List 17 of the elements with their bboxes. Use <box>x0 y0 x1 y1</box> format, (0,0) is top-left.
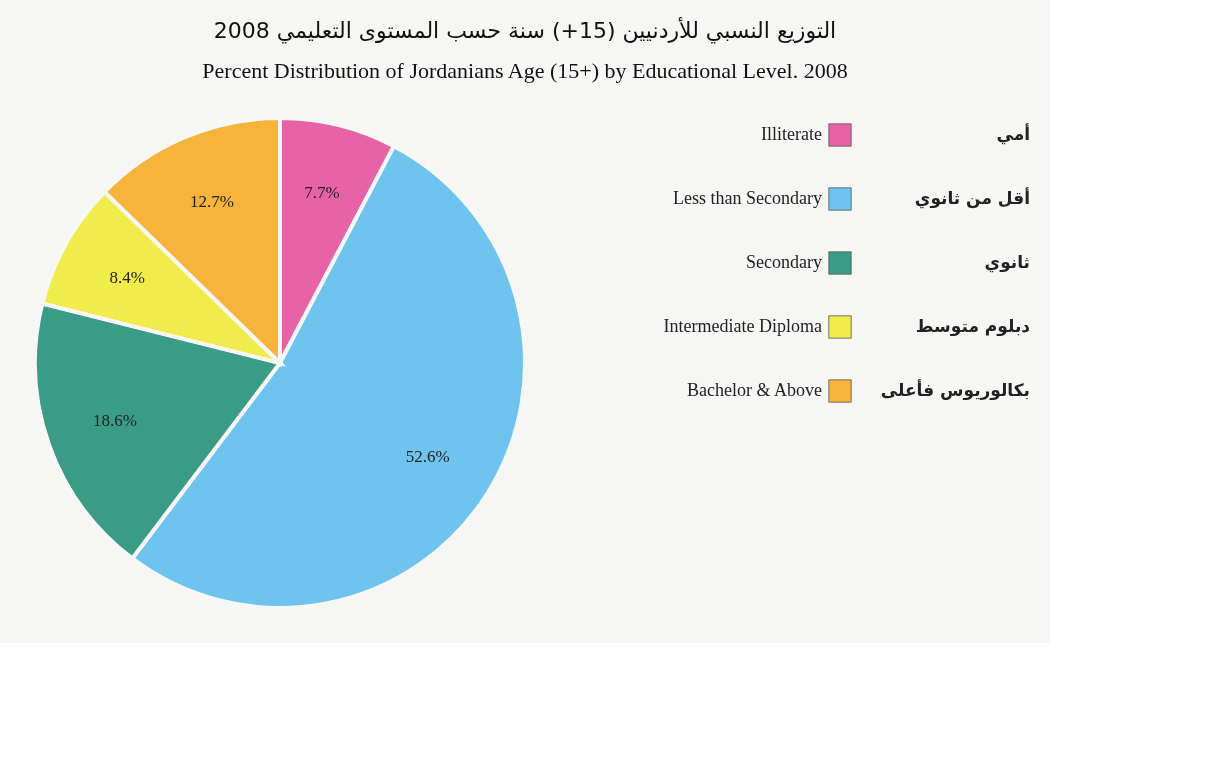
data-label: 8.4% <box>109 267 145 287</box>
legend-label: Intermediate Diploma <box>663 316 822 336</box>
text: بكالوريوس فأعلى <box>880 379 1030 401</box>
text: ثانوي <box>984 252 1030 273</box>
data-label: 12.7% <box>190 191 234 211</box>
data-label: 18.6% <box>93 411 137 431</box>
data-label: 52.6% <box>405 446 450 466</box>
text: أمي <box>996 123 1030 145</box>
legend-label: Bachelor & Above <box>687 380 823 400</box>
legend-label: Less than Secondary <box>673 188 822 208</box>
chart-title: التوزيع النسبي للأردنيين (15+) سنة حسب المستوى التعليمي 2008 <box>213 17 837 44</box>
text: أقل من ثانوي <box>914 187 1030 209</box>
legend-label: Illiterate <box>761 124 822 144</box>
legend-label: Secondary <box>746 252 822 272</box>
text: دبلوم متوسط <box>915 316 1031 337</box>
data-label: 7.7% <box>304 183 340 203</box>
chart-subtitle: Percent Distribution of Jordanians Age (15+) by Educational Level. 2008 <box>202 58 848 83</box>
